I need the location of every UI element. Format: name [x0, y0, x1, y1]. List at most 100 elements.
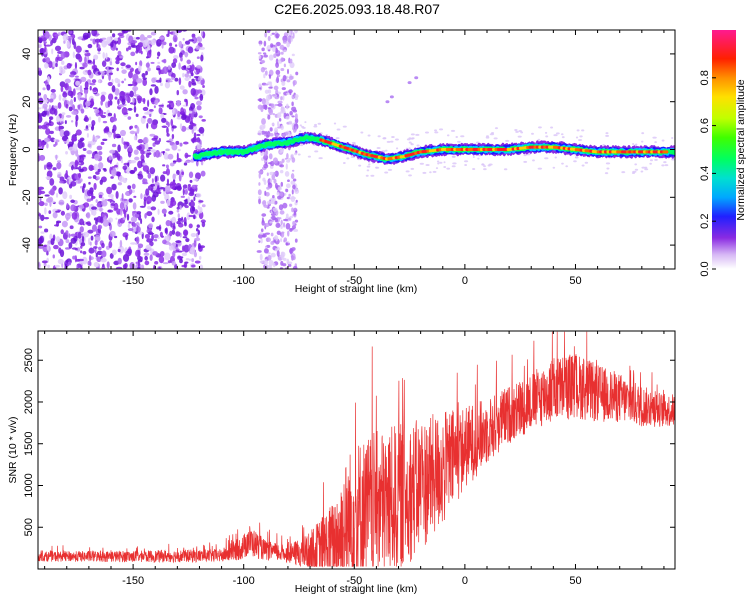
spectrogram-noise-blob [82, 231, 90, 238]
spectrogram-noise-blob [267, 35, 271, 42]
spectrogram-noise-blob [97, 168, 101, 173]
spectrogram-noise-blob [52, 167, 57, 171]
spectrogram-noise-blob [640, 170, 644, 173]
spectrogram-noise-blob [144, 213, 147, 219]
spectrogram-noise-blob [145, 70, 148, 76]
spectrogram-noise-blob [67, 90, 74, 97]
spectrogram-noise-blob [264, 232, 270, 235]
spectrogram-noise-blob [259, 43, 262, 47]
spectrogram-noise-blob [79, 66, 85, 70]
spectrogram-noise-blob [286, 68, 290, 75]
spectrogram-noise-blob [555, 132, 560, 135]
spectrogram-noise-blob [49, 178, 55, 186]
spectrogram-noise-blob [96, 256, 102, 263]
spectrogram-noise-blob [145, 62, 150, 68]
spectrogram-noise-blob [134, 87, 137, 96]
spectrogram-noise-blob [57, 258, 64, 265]
spectrogram-noise-blob [106, 261, 110, 269]
spectrogram-noise-blob [265, 237, 271, 243]
spectrogram-noise-blob [193, 132, 197, 139]
spectrogram-noise-blob [154, 181, 160, 186]
spectrogram-noise-blob [80, 266, 83, 269]
spectrogram-noise-blob [282, 74, 287, 82]
spectrogram-noise-blob [552, 166, 556, 169]
spectrogram-noise-blob [82, 62, 88, 68]
spectrogram-noise-blob [65, 230, 69, 235]
spectrogram-noise-blob [54, 264, 60, 268]
spectrogram-noise-blob [73, 96, 76, 103]
spectrogram-noise-blob [107, 217, 114, 223]
spectrogram-noise-blob [166, 178, 170, 185]
spectrogram-noise-blob [184, 160, 191, 163]
spectrogram-noise-blob [180, 107, 184, 114]
spectrogram-noise-blob [149, 133, 156, 137]
spectrogram-noise-blob [290, 173, 295, 180]
spectrogram-noise-blob [102, 138, 108, 142]
spectrogram-noise-blob [185, 238, 190, 243]
spectrogram-noise-blob [472, 167, 476, 170]
spectrogram-noise-blob [100, 141, 105, 146]
spectrogram-noise-blob [188, 110, 193, 114]
spectrogram-noise-blob [123, 208, 126, 215]
spectrogram-noise-blob [360, 131, 364, 134]
spectrogram-noise-blob [55, 193, 59, 198]
spectrogram-noise-blob [289, 197, 292, 200]
spectrogram-noise-blob [91, 30, 98, 37]
spectrogram-noise-blob [88, 247, 95, 254]
spectrogram-noise-blob [375, 166, 378, 169]
spectrogram-noise-blob [69, 99, 74, 107]
spectrogram-noise-blob [584, 161, 589, 164]
spectrogram-noise-blob [200, 31, 204, 37]
spectrogram-noise-blob [121, 137, 124, 145]
spectrogram-noise-blob [166, 183, 170, 186]
spectrogram-noise-blob [276, 120, 280, 127]
snr-panel: -150 -100 -50 0 50 500 1000 1500 2000 2500 Heigh… [7, 330, 676, 595]
spectrogram-noise-blob [271, 196, 276, 203]
spectrogram-noise-blob [116, 67, 119, 72]
spectrogram-noise-blob [50, 188, 55, 196]
spectrogram-noise-blob [182, 236, 188, 239]
spectrogram-noise-blob [149, 113, 152, 118]
spectrogram-noise-blob [93, 54, 99, 61]
spectrogram-noise-blob [171, 260, 176, 266]
spectrogram-noise-blob [46, 250, 49, 256]
spectrogram-noise-blob [190, 102, 196, 110]
spectrogram-noise-blob [294, 125, 297, 132]
spectrogram-noise-blob [173, 54, 179, 60]
spectrogram-noise-blob [184, 40, 191, 45]
spectrogram-noise-blob [136, 126, 140, 134]
snr-y-tick-label: 1500 [23, 431, 35, 455]
snr-x-tick-label: 0 [462, 575, 468, 587]
colorbar-tick-label: 0.4 [699, 166, 711, 181]
snr-frame [37, 330, 676, 570]
spectrogram-noise-blob [100, 71, 106, 74]
spectrogram-noise-blob [54, 45, 62, 52]
spectrogram-noise-blob [167, 153, 174, 160]
spectrogram-noise-blob [189, 246, 196, 255]
spectrogram-noise-blob [424, 131, 430, 134]
spectrogram-noise-blob [291, 169, 295, 172]
spectrogram-y-tick-label: 20 [21, 96, 33, 108]
spectrogram-marks [38, 30, 675, 269]
spectrogram-noise-blob [184, 221, 187, 227]
spectrogram-noise-blob [189, 200, 195, 208]
spectrogram-noise-blob [148, 109, 154, 112]
spectrogram-noise-blob [167, 80, 173, 83]
spectrogram-noise-blob [143, 252, 150, 256]
spectrogram-noise-blob [435, 167, 439, 170]
spectrogram-noise-blob [290, 180, 296, 185]
spectrogram-noise-blob [292, 32, 295, 39]
spectrogram-noise-blob [140, 218, 143, 225]
spectrogram-noise-blob [368, 163, 371, 166]
spectrogram-noise-blob [53, 32, 59, 41]
spectrogram-noise-blob [68, 233, 71, 238]
spectrogram-noise-blob [184, 189, 188, 195]
spectrogram-noise-blob [38, 107, 42, 110]
spectrogram-noise-blob [84, 128, 90, 131]
spectrogram-noise-blob [191, 123, 197, 127]
spectrogram-x-tick-label: 0 [462, 275, 468, 287]
spectrogram-noise-blob [182, 72, 185, 78]
spectrogram-noise-blob [183, 141, 189, 145]
spectrogram-noise-blob [81, 235, 85, 243]
spectrogram-noise-blob [75, 86, 82, 91]
